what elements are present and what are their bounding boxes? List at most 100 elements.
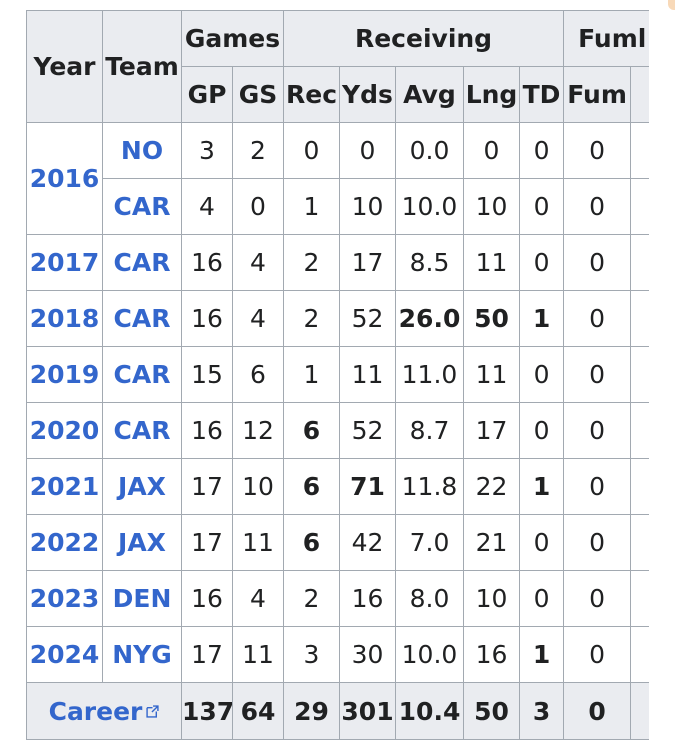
cell-gp: 17 <box>181 514 233 571</box>
cell-yds: 52 <box>339 402 396 459</box>
column-header-hidden <box>630 66 649 123</box>
career-yds: 301 <box>339 682 396 740</box>
cell-gs: 6 <box>232 346 284 403</box>
cell-td-career-high: 1 <box>518 458 565 515</box>
cell-yds: 11 <box>339 346 396 403</box>
cell-avg: 8.0 <box>395 570 464 627</box>
cell-fum: 0 <box>563 402 632 459</box>
table-row: 2024 NYG 17 11 3 30 10.0 16 1 0 <box>26 626 649 683</box>
cell-hidden <box>630 346 649 403</box>
cell-fum: 0 <box>563 178 632 235</box>
season-link[interactable]: 2022 <box>26 514 103 571</box>
team-link[interactable]: NYG <box>102 626 182 683</box>
cell-gp: 16 <box>181 570 233 627</box>
stats-table-viewport[interactable]: Year Team Games Receiving Fuml GP GS Rec… <box>26 10 649 742</box>
team-link[interactable]: CAR <box>102 346 182 403</box>
cell-yds: 16 <box>339 570 396 627</box>
season-link[interactable]: 2018 <box>26 290 103 347</box>
season-link[interactable]: 2021 <box>26 458 103 515</box>
cell-gp: 3 <box>181 122 233 179</box>
cell-avg: 11.0 <box>395 346 464 403</box>
team-link[interactable]: CAR <box>102 178 182 235</box>
season-link[interactable]: 2023 <box>26 570 103 627</box>
career-link[interactable]: Career <box>26 682 182 740</box>
cell-fum: 0 <box>563 626 632 683</box>
cell-yds: 42 <box>339 514 396 571</box>
career-lng: 50 <box>463 682 520 740</box>
table-row: 2019 CAR 15 6 1 11 11.0 11 0 0 <box>26 346 649 403</box>
cell-gp: 17 <box>181 626 233 683</box>
header-row-groups: Year Team Games Receiving Fuml <box>26 10 649 123</box>
header-row-columns: GP GS Rec Yds Avg Lng TD Fum <box>27 66 649 123</box>
cell-lng: 22 <box>463 458 520 515</box>
cell-avg: 0.0 <box>395 122 464 179</box>
cell-hidden <box>630 290 649 347</box>
cell-hidden <box>630 178 649 235</box>
cell-gs: 4 <box>232 290 284 347</box>
cell-rec: 1 <box>283 178 340 235</box>
column-header-year: Year <box>26 10 103 123</box>
season-link[interactable]: 2024 <box>26 626 103 683</box>
team-link[interactable]: CAR <box>102 290 182 347</box>
cell-gp: 4 <box>181 178 233 235</box>
season-link[interactable]: 2019 <box>26 346 103 403</box>
cell-rec: 1 <box>283 346 340 403</box>
cell-hidden <box>630 402 649 459</box>
team-link[interactable]: CAR <box>102 234 182 291</box>
cell-td: 0 <box>518 402 565 459</box>
cell-avg: 7.0 <box>395 514 464 571</box>
career-totals-row: Career 137 64 29 301 10.4 50 3 0 <box>26 682 649 740</box>
group-header-games: Games <box>181 10 284 67</box>
table-row: 2018 CAR 16 4 2 52 26.0 50 1 0 <box>26 290 649 347</box>
column-header-fum: Fum <box>563 66 632 123</box>
cell-fum: 0 <box>563 234 632 291</box>
cell-rec: 2 <box>283 570 340 627</box>
cell-fum: 0 <box>563 122 632 179</box>
season-link[interactable]: 2016 <box>26 122 103 235</box>
cell-td: 0 <box>518 346 565 403</box>
team-link[interactable]: DEN <box>102 570 182 627</box>
season-link[interactable]: 2020 <box>26 402 103 459</box>
cell-gs: 4 <box>232 570 284 627</box>
cell-yds-career-high: 71 <box>339 458 396 515</box>
team-link[interactable]: NO <box>102 122 182 179</box>
cell-yds: 17 <box>339 234 396 291</box>
cell-rec-career-high: 6 <box>283 458 340 515</box>
table-row: CAR 4 0 1 10 10.0 10 0 0 <box>27 178 649 235</box>
cell-yds: 52 <box>339 290 396 347</box>
table-row: 2020 CAR 16 12 6 52 8.7 17 0 0 <box>26 402 649 459</box>
cell-fum: 0 <box>563 458 632 515</box>
cell-hidden <box>630 514 649 571</box>
cell-lng: 10 <box>463 570 520 627</box>
cell-fum: 0 <box>563 514 632 571</box>
table-row: 2022 JAX 17 11 6 42 7.0 21 0 0 <box>26 514 649 571</box>
table-row: 2016 NO 3 2 0 0 0.0 0 0 0 <box>26 122 649 235</box>
cell-hidden <box>630 458 649 515</box>
cell-avg: 8.7 <box>395 402 464 459</box>
column-header-avg: Avg <box>395 66 464 123</box>
career-td: 3 <box>518 682 565 740</box>
season-link[interactable]: 2017 <box>26 234 103 291</box>
cell-hidden <box>630 234 649 291</box>
team-link[interactable]: JAX <box>102 458 182 515</box>
team-link[interactable]: JAX <box>102 514 182 571</box>
cell-yds: 10 <box>339 178 396 235</box>
cell-td: 0 <box>518 234 565 291</box>
cell-hidden <box>630 682 649 740</box>
cell-gs: 11 <box>232 514 284 571</box>
cell-lng: 17 <box>463 402 520 459</box>
cell-gp: 15 <box>181 346 233 403</box>
cell-lng: 11 <box>463 234 520 291</box>
cell-td: 0 <box>518 178 565 235</box>
cell-lng: 21 <box>463 514 520 571</box>
career-fum: 0 <box>563 682 632 740</box>
team-link[interactable]: CAR <box>102 402 182 459</box>
column-header-gs: GS <box>232 66 284 123</box>
cell-fum: 0 <box>563 290 632 347</box>
cell-gs: 10 <box>232 458 284 515</box>
cell-rec: 0 <box>283 122 340 179</box>
group-header-fumbles: Fuml <box>563 10 649 67</box>
cell-hidden <box>630 570 649 627</box>
table-row: 2021 JAX 17 10 6 71 11.8 22 1 0 <box>26 458 649 515</box>
